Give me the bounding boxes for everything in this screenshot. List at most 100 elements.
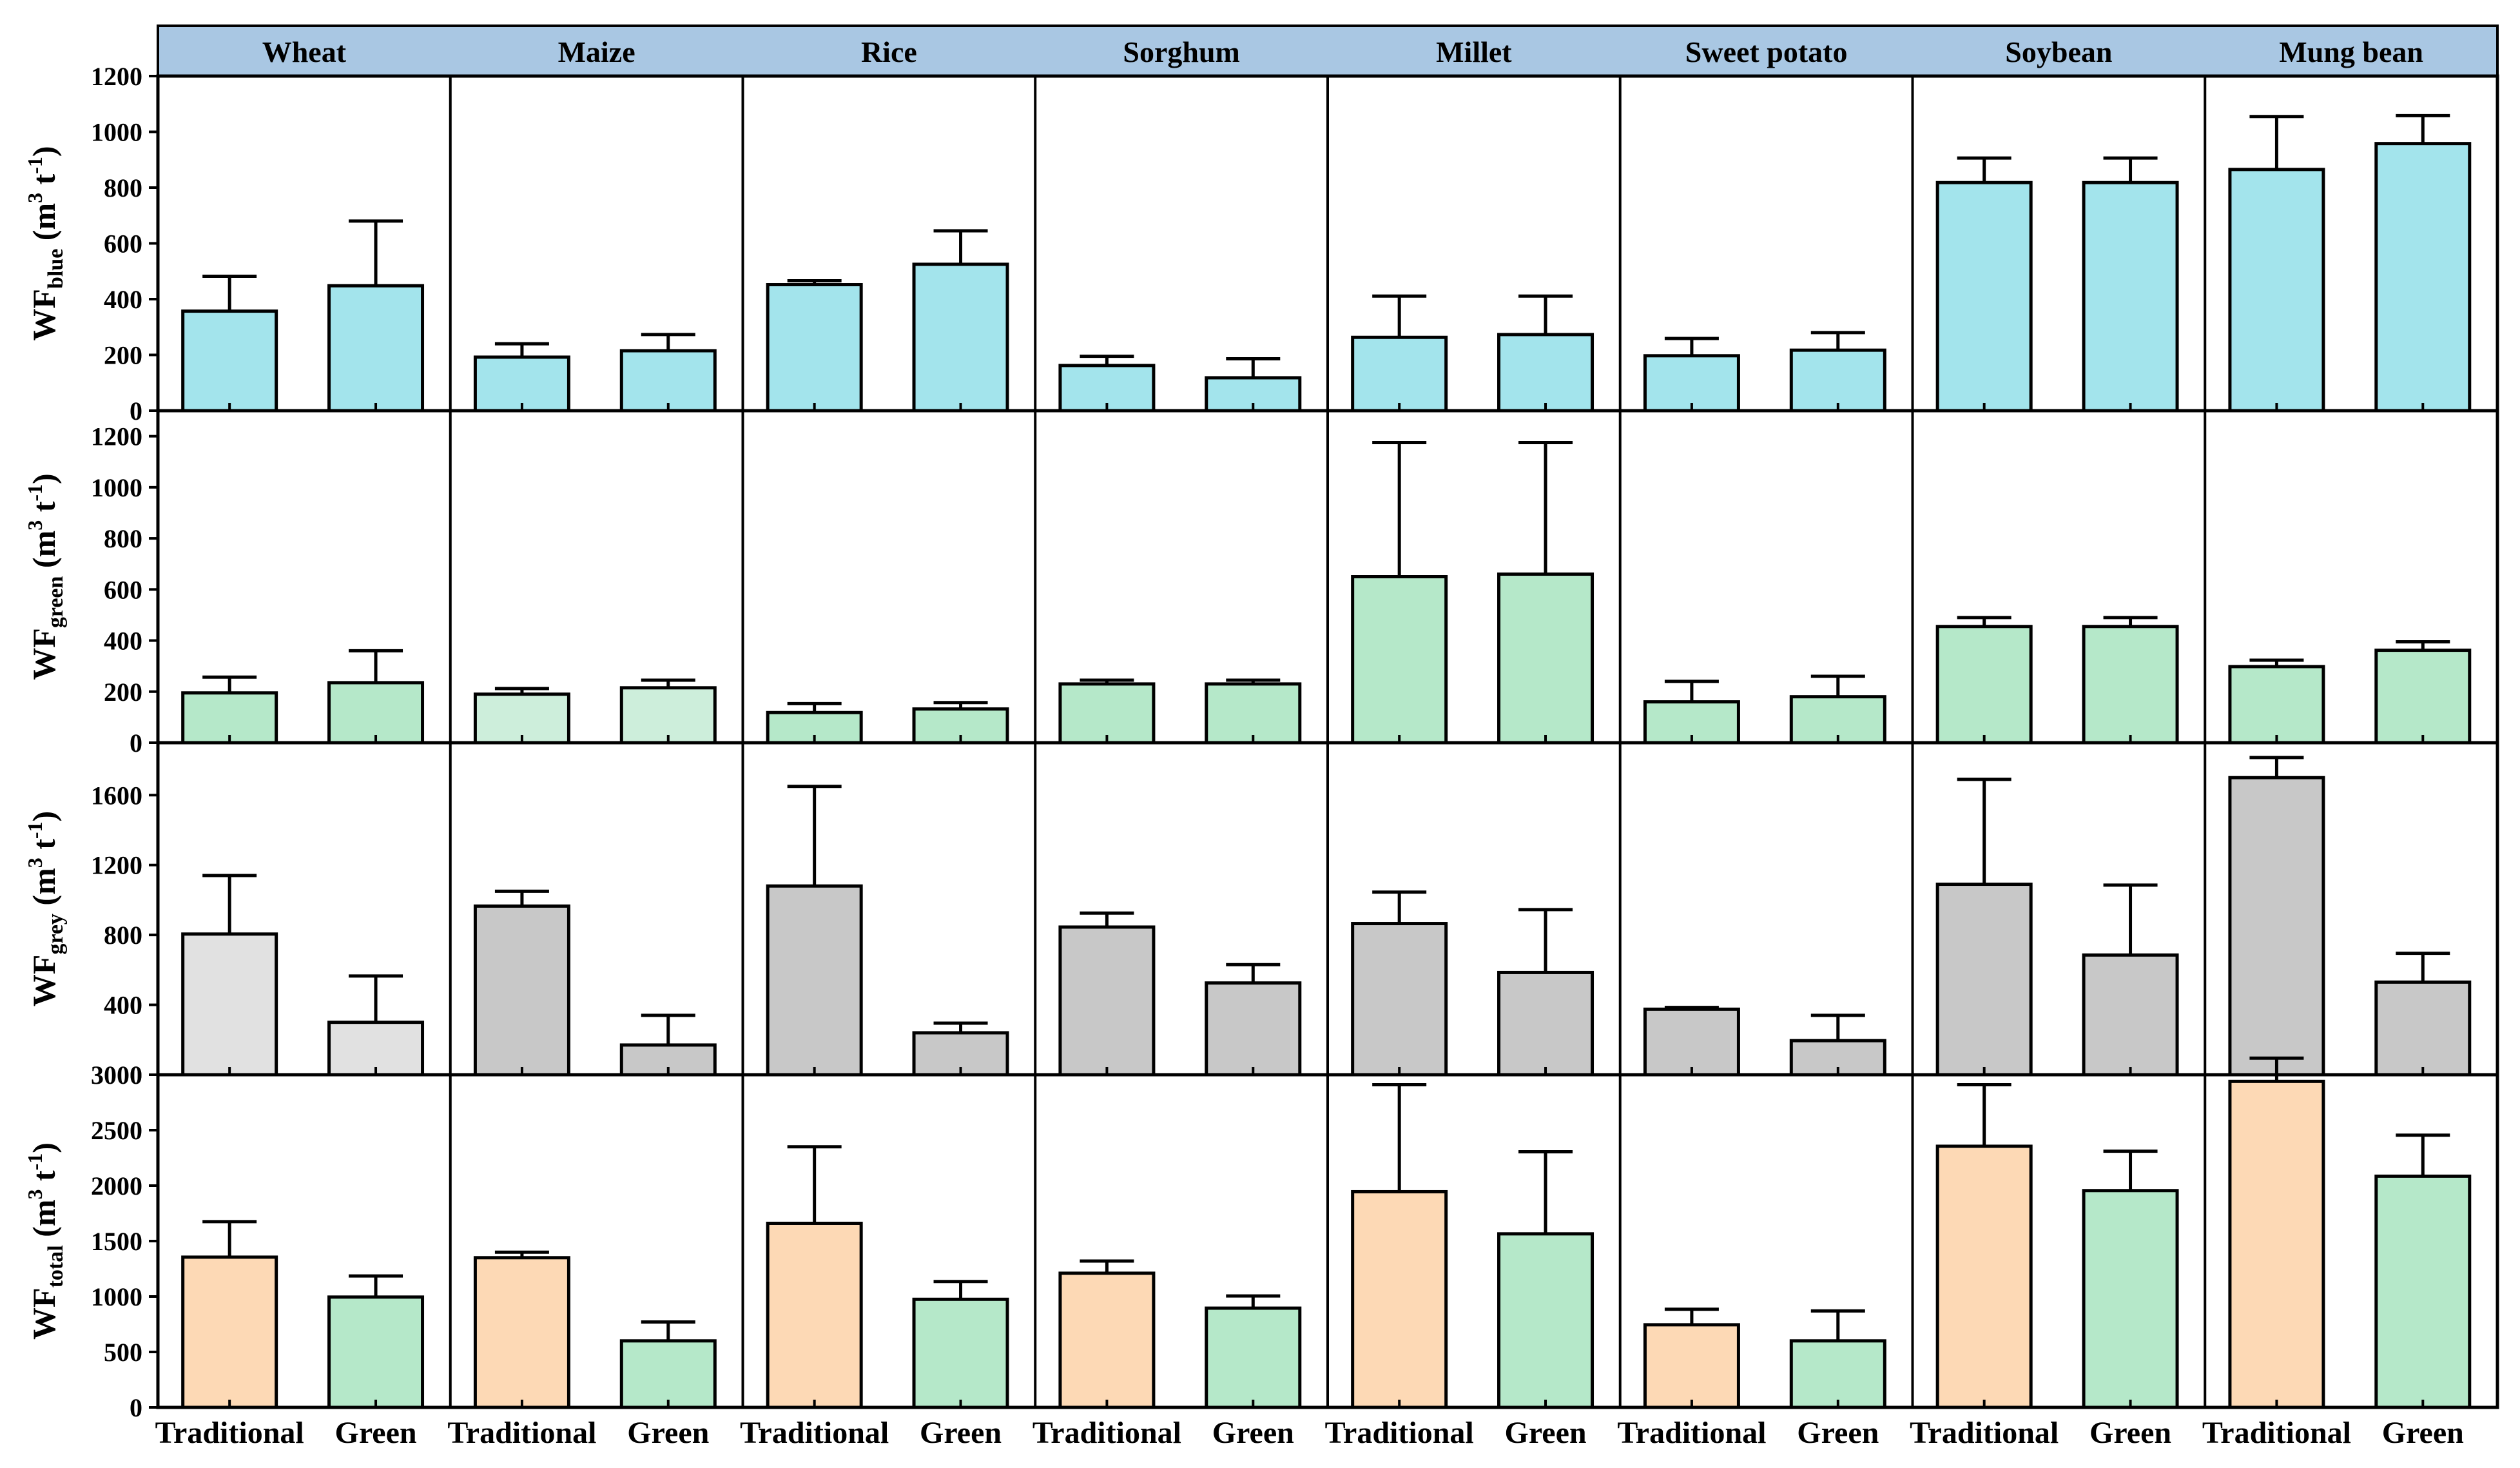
y-tick-label: 2500 (91, 1116, 142, 1145)
bar-blue-green (2082, 181, 2179, 413)
bar-total-traditional (473, 1256, 570, 1409)
bar-grey-traditional (473, 904, 570, 1077)
bar-blue-traditional (1351, 335, 1448, 413)
x-label-traditional: Traditional (447, 1416, 596, 1450)
y-tick-label: 1000 (91, 473, 142, 502)
bar-green-green (619, 686, 717, 745)
bar-green-green (1205, 682, 1302, 745)
bar-blue-traditional (2228, 168, 2325, 413)
bar-total-green (1205, 1306, 1302, 1409)
bar-total-traditional (1351, 1189, 1448, 1409)
bar-total-traditional (766, 1221, 863, 1409)
bar-grey-green (2374, 980, 2472, 1077)
y-tick-label: 1200 (91, 851, 142, 880)
y-axis-title-blue: WFblue (m3 t-1) (23, 146, 68, 340)
y-axis-title-part: grey (44, 914, 68, 955)
bar-total-green (2374, 1174, 2472, 1409)
y-tick-label: 200 (104, 678, 142, 707)
bar-blue-traditional (766, 283, 863, 413)
bar-grey-traditional (766, 884, 863, 1077)
bar-blue-green (912, 262, 1009, 413)
crop-header-label: Millet (1436, 35, 1512, 68)
bar-grey-traditional (1058, 925, 1156, 1077)
bar-green-traditional (1935, 625, 2033, 745)
bar-total-green (619, 1339, 717, 1409)
bar-blue-green (1497, 333, 1594, 413)
bar-blue-green (2374, 142, 2472, 413)
y-tick-label: 1000 (91, 118, 142, 147)
bar-total-traditional (1935, 1144, 2033, 1409)
bar-green-green (2374, 649, 2472, 745)
y-axis-title-part: t (26, 1170, 62, 1189)
crop-header-label: Wheat (262, 35, 347, 68)
y-tick-label: 400 (104, 627, 142, 656)
x-label-green: Green (335, 1416, 417, 1450)
panel-total: 0 500 1000 1500 2000 2500 3000 WFtotal (m3 t-1) (23, 1056, 2499, 1422)
x-label-green: Green (1212, 1416, 1294, 1450)
y-tick-label: 1200 (91, 62, 142, 91)
y-axis-title-part: (m (26, 1200, 62, 1246)
crop-header-label: Soybean (2005, 35, 2112, 68)
y-axis-title-green: WFgreen (m3 t-1) (23, 473, 68, 680)
y-tick-label: 3000 (91, 1061, 142, 1090)
bar-green-traditional (2228, 665, 2325, 745)
bar-total-green (912, 1297, 1009, 1409)
y-tick-label: 2000 (91, 1171, 142, 1200)
y-axis-title-part: (m (26, 531, 62, 576)
y-axis-title-grey: WFgrey (m3 t-1) (23, 811, 68, 1006)
bar-blue-green (619, 349, 717, 413)
bar-grey-traditional (1935, 883, 2033, 1077)
bar-green-traditional (1351, 575, 1448, 745)
bar-grey-traditional (2228, 776, 2325, 1077)
x-axis-labels: Traditional Green Traditional Green Traditio… (155, 1416, 2464, 1450)
x-label-green: Green (920, 1416, 1002, 1450)
bar-total-green (2082, 1189, 2179, 1409)
y-axis-title-total: WFtotal (m3 t-1) (23, 1142, 68, 1340)
bar-blue-traditional (1935, 181, 2033, 413)
y-tick-label: 500 (104, 1338, 142, 1367)
x-label-traditional: Traditional (2202, 1416, 2351, 1450)
y-axis-title-part: ) (26, 146, 62, 157)
bar-total-green (1497, 1232, 1594, 1409)
y-axis-title-part: blue (44, 249, 68, 289)
y-axis-title-part: 3 (23, 193, 46, 203)
y-tick-label: 600 (104, 230, 142, 259)
x-label-traditional: Traditional (155, 1416, 304, 1450)
crop-header-label: Sorghum (1123, 35, 1239, 68)
bar-blue-traditional (1643, 354, 1740, 413)
bar-green-green (327, 681, 425, 745)
bar-total-traditional (1643, 1323, 1740, 1409)
x-label-traditional: Traditional (1910, 1416, 2059, 1450)
crop-header-label: Maize (558, 35, 635, 68)
y-axis-title-part: green (44, 576, 68, 628)
crop-header-label: Rice (861, 35, 917, 68)
bar-total-green (1789, 1339, 1886, 1409)
y-axis-title-part: ) (26, 1142, 62, 1153)
y-tick-label: 1600 (91, 781, 142, 810)
y-axis-title-part: 3 (23, 1189, 46, 1200)
x-label-traditional: Traditional (1032, 1416, 1181, 1450)
bar-blue-green (327, 284, 425, 413)
y-axis-title-part: 3 (23, 520, 46, 531)
y-tick-label: 1000 (91, 1282, 142, 1311)
x-label-green: Green (2089, 1416, 2171, 1450)
y-tick-label: 200 (104, 341, 142, 370)
crop-header-row: Wheat Maize Rice Sorghum Millet Sweet potato S… (157, 24, 2499, 77)
bar-grey-traditional (1643, 1007, 1740, 1077)
bar-total-traditional (181, 1255, 278, 1409)
bar-green-traditional (473, 692, 570, 745)
x-label-green: Green (627, 1416, 709, 1450)
bar-total-traditional (1058, 1271, 1156, 1409)
bar-blue-green (1789, 348, 1886, 413)
y-axis-title-part: (m (26, 868, 62, 914)
bar-green-traditional (766, 710, 863, 745)
bar-blue-traditional (181, 309, 278, 413)
bar-grey-traditional (1351, 922, 1448, 1077)
bar-green-green (1497, 573, 1594, 745)
bar-blue-traditional (473, 355, 570, 413)
y-axis-title-part: WF (26, 628, 62, 680)
y-tick-label: 0 (130, 729, 142, 758)
y-tick-label: 0 (130, 1393, 142, 1422)
bar-grey-green (1497, 970, 1594, 1077)
